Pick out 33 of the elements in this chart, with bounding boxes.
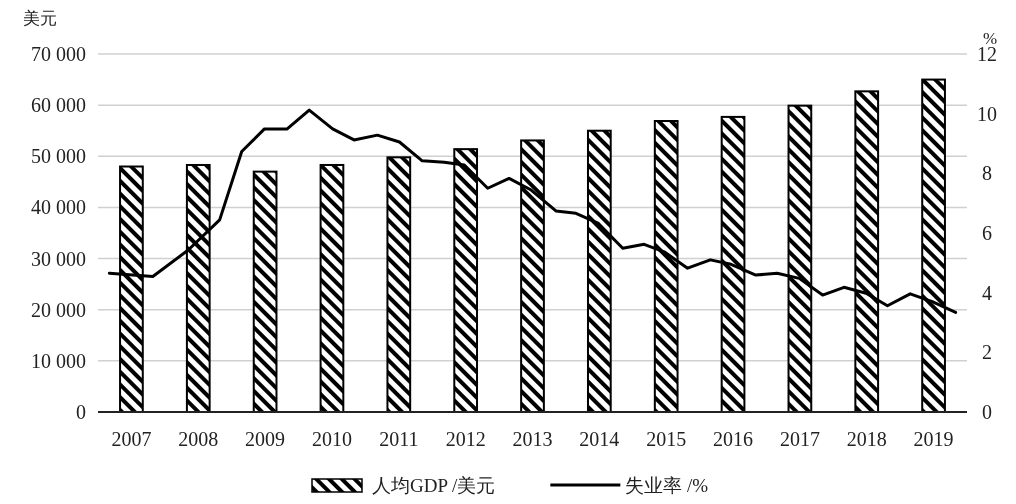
y-tick-label: 30 000 [31, 247, 86, 270]
x-tick-label: 2012 [445, 428, 486, 450]
x-tick-label: 2018 [846, 428, 887, 450]
bar [386, 156, 412, 413]
legend-label: 人均GDP /美元 [372, 475, 496, 496]
bar [252, 170, 278, 413]
x-tick-label: 2013 [512, 428, 553, 450]
y-axis-title: 美元 [23, 9, 57, 28]
x-tick-label: 2007 [111, 428, 152, 450]
bar [319, 163, 345, 413]
y-tick-label: 70 000 [31, 43, 86, 65]
y-tick-label: 50 000 [31, 145, 86, 168]
x-tick-label: 2014 [579, 428, 620, 450]
y2-tick-label: 0 [982, 401, 992, 423]
y2-tick-label: 4 [982, 281, 992, 304]
x-tick-label: 2017 [779, 428, 820, 450]
y-tick-label: 20 000 [31, 298, 86, 321]
y-tick-label: 0 [76, 401, 86, 423]
x-tick-label: 2010 [311, 428, 352, 450]
y-tick-label: 40 000 [31, 196, 86, 219]
x-tick-label: 2016 [713, 428, 754, 450]
x-tick-label: 2011 [379, 428, 419, 450]
y-tick-label: 10 000 [31, 349, 86, 372]
y2-tick-label: 10 [977, 102, 997, 125]
x-tick-label: 2008 [178, 428, 219, 450]
x-tick-label: 2019 [913, 428, 954, 450]
y2-tick-label: 2 [982, 341, 992, 364]
y2-tick-label: 6 [982, 222, 992, 244]
x-tick-label: 2009 [245, 428, 286, 450]
x-tick-label: 2015 [646, 428, 687, 450]
y-tick-label: 60 000 [31, 94, 86, 117]
y2-tick-label: 8 [982, 162, 992, 185]
legend-label: 失业率 /% [625, 475, 709, 496]
